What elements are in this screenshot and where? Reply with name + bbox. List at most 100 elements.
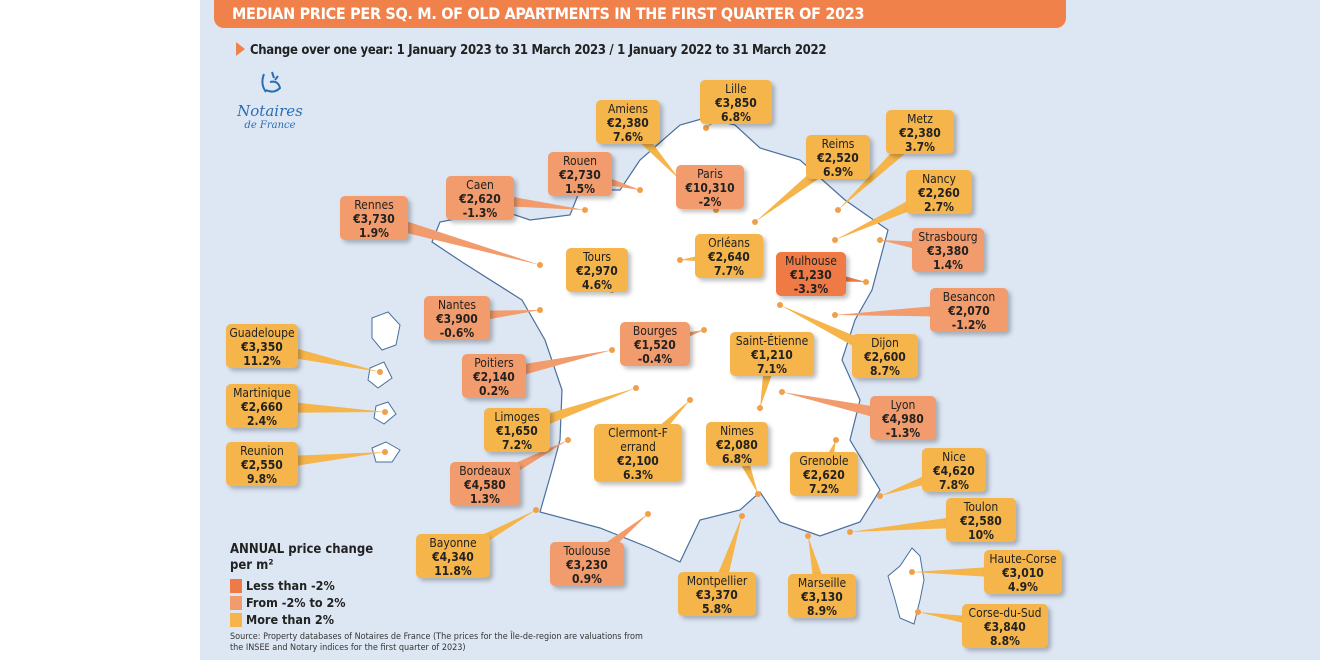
city-name: Amiens (607, 102, 648, 116)
city-change: 8.8% (990, 634, 1020, 648)
city-name: Montpellier (686, 574, 748, 588)
city-callout-nimes: Nimes €2,080 6.8% (706, 422, 768, 466)
city-change: 4.9% (1008, 580, 1038, 594)
city-callout-nantes: Nantes €3,900 -0.6% (424, 296, 490, 340)
city-callout-paris: Paris €10,310 -2% (676, 165, 744, 209)
city-change: -1.3% (885, 426, 921, 440)
city-change: 8.7% (870, 364, 900, 378)
city-price: €2,520 (817, 151, 859, 165)
subtitle-text: Change over one year: 1 January 2023 to … (250, 43, 827, 58)
city-price: €2,550 (241, 458, 283, 472)
city-callout-marseille: Marseille €3,130 8.9% (788, 574, 856, 618)
legend: ANNUAL price change per m² Less than -2%… (230, 542, 373, 627)
city-callout-haute-corse: Haute-Corse €3,010 4.9% (984, 550, 1062, 594)
city-change: 6.9% (823, 165, 853, 179)
city-price: €3,730 (353, 212, 395, 226)
city-callout-reims: Reims €2,520 6.9% (806, 135, 870, 179)
city-dot (637, 187, 643, 193)
city-callout-nice: Nice €4,620 7.8% (922, 448, 986, 492)
city-change: 7.6% (613, 130, 643, 144)
city-change: 9.8% (247, 472, 277, 486)
city-change: 5.8% (702, 602, 732, 616)
city-callout-limoges: Limoges €1,650 7.2% (484, 408, 550, 452)
city-change: 6.8% (722, 452, 752, 466)
notaires-logo: Notaires de France (230, 68, 310, 131)
city-callout-martinique: Martinique €2,660 2.4% (226, 384, 298, 428)
city-change: 7.2% (809, 482, 839, 496)
city-dot (805, 533, 811, 539)
city-price: €3,010 (1002, 566, 1044, 580)
city-change: 11.8% (434, 564, 472, 578)
city-name: Strasbourg (918, 230, 978, 244)
city-change: -0.4% (637, 352, 673, 366)
city-callout-rennes: Rennes €3,730 1.9% (340, 196, 408, 240)
city-change: 2.7% (924, 200, 954, 214)
city-price: €2,970 (576, 264, 618, 278)
city-callout-tours: Tours €2,970 4.6% (566, 248, 628, 292)
city-name: Poitiers (474, 356, 514, 370)
city-change: 6.3% (623, 468, 653, 482)
city-dot (757, 405, 763, 411)
city-callout-strasbourg: Strasbourg €3,380 1.4% (912, 228, 984, 272)
city-change: -0.6% (439, 326, 475, 340)
city-callout-caen: Caen €2,620 -1.3% (446, 176, 514, 220)
subtitle: Change over one year: 1 January 2023 to … (236, 42, 826, 58)
city-price: €1,520 (634, 338, 676, 352)
city-name: Grenoble (799, 454, 849, 468)
city-callout-dijon: Dijon €2,600 8.7% (852, 334, 918, 378)
city-callout-toulouse: Toulouse €3,230 0.9% (550, 542, 624, 586)
city-change: 6.8% (721, 110, 751, 124)
city-name: Nantes (437, 298, 477, 312)
legend-swatch (230, 578, 242, 593)
city-name: Haute-Corse (989, 552, 1057, 566)
city-dot (847, 529, 853, 535)
city-dot (739, 513, 745, 519)
city-change: 1.3% (470, 492, 500, 506)
city-name: Nancy (922, 172, 956, 186)
city-name: Paris (697, 167, 723, 181)
city-price: €1,650 (496, 424, 538, 438)
city-dot (609, 347, 615, 353)
legend-swatch (230, 612, 242, 627)
city-change: -3.3% (793, 282, 829, 296)
triangle-bullet-icon (236, 42, 245, 56)
city-name: Bordeaux (459, 464, 511, 478)
city-change: -1.3% (462, 206, 498, 220)
legend-item-low: Less than -2% (230, 578, 373, 593)
city-callout-grenoble: Grenoble €2,620 7.2% (790, 452, 858, 496)
city-name: Besancon (942, 290, 996, 304)
city-callout-guadeloupe: Guadeloupe €3,350 11.2% (226, 324, 298, 368)
source-note: Source: Property databases of Notaires d… (230, 632, 643, 653)
corsica (887, 547, 925, 625)
city-price: €2,640 (708, 250, 750, 264)
city-callout-besancon: Besancon €2,070 -1.2% (930, 288, 1008, 332)
legend-item-high: More than 2% (230, 612, 373, 627)
city-price: €2,070 (948, 304, 990, 318)
city-name: Orléans (708, 236, 750, 250)
city-dot (877, 493, 883, 499)
city-price: €3,850 (715, 96, 757, 110)
city-dot (832, 312, 838, 318)
city-callout-rouen: Rouen €2,730 1.5% (548, 152, 612, 196)
city-dot (832, 237, 838, 243)
city-name: Rennes (354, 198, 394, 212)
legend-label: More than 2% (246, 612, 334, 627)
city-name: Rouen (563, 154, 597, 168)
city-price: €3,380 (927, 244, 969, 258)
page-title: MEDIAN PRICE PER SQ. M. OF OLD APARTMENT… (214, 0, 1066, 28)
city-change: 2.4% (247, 414, 277, 428)
city-name: Reunion (240, 444, 284, 458)
city-price: €4,580 (464, 478, 506, 492)
legend-title-unit: per m² (230, 558, 274, 573)
city-name: Corse-du-Sud (968, 606, 1042, 620)
city-dot (833, 437, 839, 443)
city-change: 7.7% (714, 264, 744, 278)
city-price: €2,660 (241, 400, 283, 414)
logo-name: Notaires (237, 102, 303, 120)
city-callout-bordeaux: Bordeaux €4,580 1.3% (450, 462, 520, 506)
legend-label: From -2% to 2% (246, 595, 346, 610)
city-change: 8.9% (807, 604, 837, 618)
city-dot (777, 302, 783, 308)
city-dot (377, 369, 383, 375)
city-price: €10,310 (685, 181, 735, 195)
